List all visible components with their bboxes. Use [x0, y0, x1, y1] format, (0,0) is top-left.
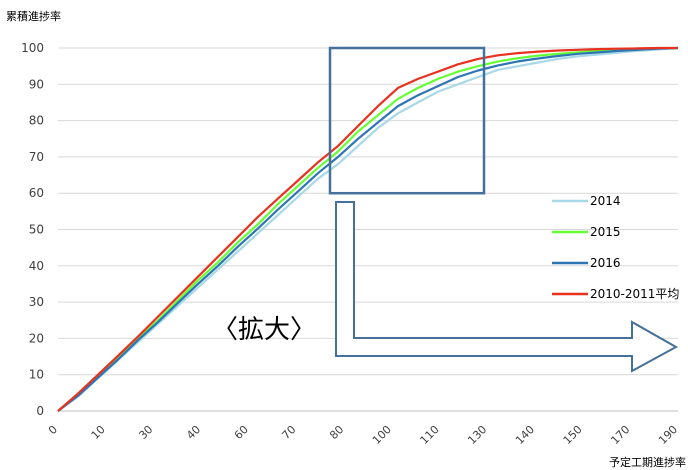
- x-tick-label: 130: [465, 423, 489, 447]
- y-tick-label: 40: [29, 259, 44, 273]
- legend-label: 2010-2011平均: [590, 287, 679, 301]
- x-tick-label: 110: [418, 423, 442, 447]
- x-tick-labels: 0 10 30 40 60 70 80 100 110 130 140 150 170 190: [46, 423, 680, 447]
- x-tick-label: 170: [608, 423, 632, 447]
- x-tick-label: 150: [561, 423, 585, 447]
- x-tick-label: 30: [136, 423, 155, 442]
- legend-label: 2016: [590, 256, 621, 270]
- y-tick-label: 60: [29, 186, 44, 200]
- x-tick-label: 60: [232, 423, 251, 442]
- y-tick-label: 80: [29, 114, 44, 128]
- series-line-2014: [57, 46, 679, 412]
- zoom-arrow: [335, 201, 679, 373]
- x-tick-label: 70: [279, 423, 298, 442]
- zoom-box: [328, 46, 486, 195]
- y-tick-label: 50: [29, 223, 44, 237]
- x-tick-label: 0: [46, 423, 60, 437]
- series-line-2016: [57, 46, 679, 412]
- x-tick-label: 190: [656, 423, 680, 447]
- y-tick-label: 10: [29, 368, 44, 382]
- x-tick-label: 100: [370, 423, 394, 447]
- y-tick-labels: 0 10 20 30 40 50 60 70 80 90 100: [21, 41, 44, 418]
- zoom-annotation: 〈拡大〉: [212, 46, 679, 373]
- x-tick-label: 140: [513, 423, 537, 447]
- series-line-2010-2011平均: [57, 46, 678, 412]
- y-tick-label: 20: [29, 331, 44, 345]
- x-tick-label: 10: [89, 423, 108, 442]
- y-tick-label: 30: [29, 295, 44, 309]
- gridlines: [58, 47, 678, 412]
- legend-label: 2014: [590, 194, 621, 208]
- x-tick-label: 40: [184, 423, 203, 442]
- x-tick-label: 80: [327, 423, 346, 442]
- y-tick-label: 70: [29, 150, 44, 164]
- y-axis-title: 累積進捗率: [6, 9, 61, 23]
- legend: 2014 2015 2016 2010-2011平均: [552, 194, 679, 301]
- legend-label: 2015: [590, 225, 621, 239]
- y-tick-label: 90: [29, 77, 44, 91]
- x-axis-title: 予定工期進捗率: [609, 455, 686, 469]
- series-line-2015: [57, 46, 679, 412]
- series-lines: [57, 46, 679, 412]
- zoom-label: 〈拡大〉: [212, 315, 316, 345]
- y-tick-label: 0: [36, 404, 44, 418]
- y-tick-label: 100: [21, 41, 44, 55]
